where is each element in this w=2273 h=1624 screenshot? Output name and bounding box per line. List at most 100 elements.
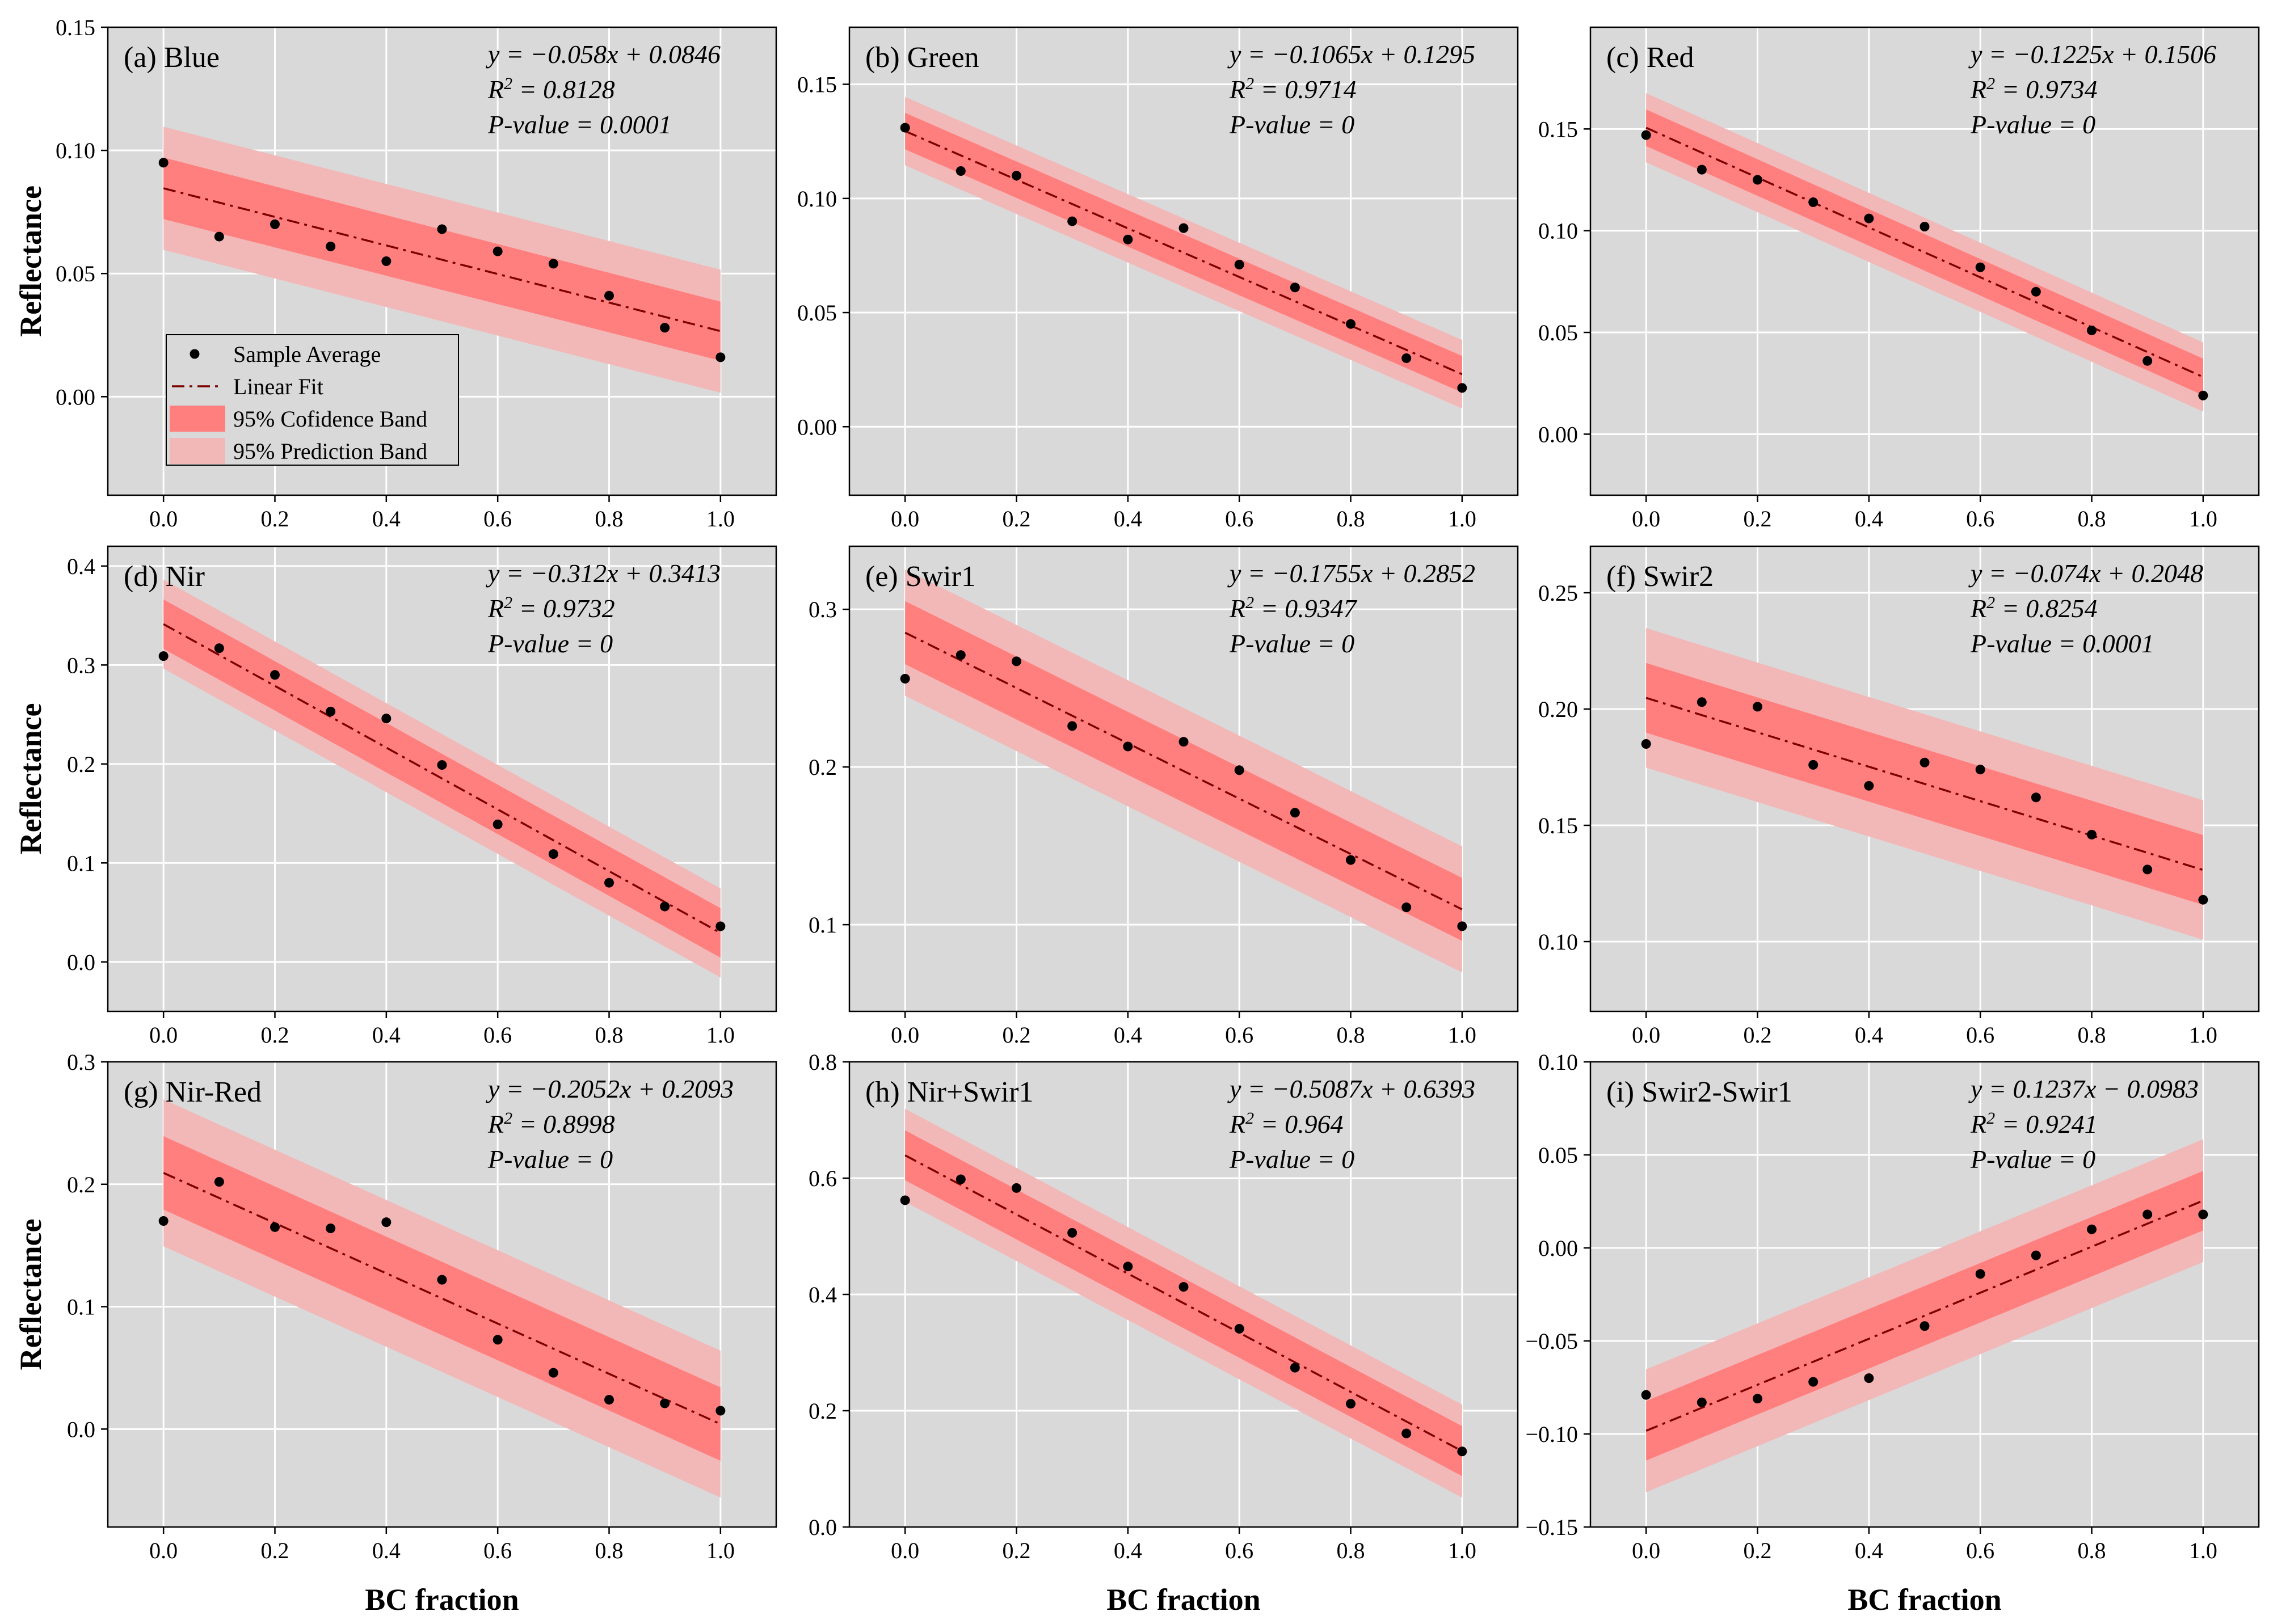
y-tick-label: 0.3 [67, 1049, 95, 1075]
panel-7: 0.0 0.2 0.4 0.6 0.8 1.0 0.0 0.1 0.2 0.3 (g) Nir-Re… [67, 1049, 777, 1563]
x-tick-label: 0.4 [1114, 1538, 1142, 1563]
data-point [1346, 855, 1356, 865]
band-layer [904, 570, 1463, 973]
y-tick-label: 0.0 [67, 1416, 95, 1442]
data-point [604, 1395, 614, 1405]
y-tick-label: 0.15 [56, 15, 95, 40]
y-tick-label: 0.6 [809, 1166, 837, 1191]
data-point [1401, 1428, 1412, 1439]
x-tick-label: 1.0 [706, 506, 735, 532]
y-tick-label: 0.25 [1538, 580, 1578, 606]
data-point [158, 1216, 169, 1226]
data-point [1864, 213, 1874, 223]
p-value: P-value = 0 [1229, 110, 1354, 139]
data-point [1401, 902, 1412, 913]
data-point [955, 650, 966, 660]
panel-9: 0.0 0.2 0.4 0.6 0.8 1.0 −0.15 −0.10 −0.05 0.00 0.0… [1525, 1049, 2260, 1563]
data-point [715, 352, 726, 362]
data-point [326, 241, 336, 251]
fit-equation: y = −0.074x + 0.2048 [1968, 559, 2203, 588]
data-point [900, 673, 910, 684]
p-value: P-value = 0.0001 [487, 110, 672, 139]
y-tick-label: 0.0 [67, 950, 95, 975]
data-point [955, 1174, 966, 1184]
data-point [955, 166, 966, 176]
data-point [493, 1335, 503, 1345]
x-tick-label: 0.4 [1114, 1022, 1142, 1048]
r-squared: R2 = 0.9347 [1229, 593, 1358, 623]
p-value: P-value = 0 [487, 629, 613, 658]
data-point [715, 921, 726, 931]
data-point [1975, 262, 1985, 272]
data-point [1753, 1394, 1762, 1404]
linear-fit-line [904, 631, 1463, 910]
data-point [1290, 808, 1300, 818]
panel-title: (h) Nir+Swir1 [865, 1076, 1034, 1108]
x-tick-label: 0.2 [261, 506, 289, 532]
data-point [1975, 765, 1985, 775]
x-tick-label: 0.6 [1966, 1022, 1994, 1048]
legend-label-conf: 95% Cofidence Band [233, 406, 427, 432]
panel-frame [848, 26, 1519, 496]
y-tick-label: 0.05 [56, 261, 95, 286]
data-point [2198, 895, 2208, 905]
data-point [1346, 1399, 1356, 1409]
x-tick-label: 0.6 [1225, 506, 1253, 532]
data-point [381, 256, 392, 266]
y-tick-label: 0.10 [1538, 1049, 1578, 1075]
y-tick-label: 0.10 [1538, 218, 1578, 244]
panel-title: (c) Red [1606, 41, 1694, 74]
band-layer [1645, 628, 2204, 940]
fit-equation: y = −0.058x + 0.0846 [486, 40, 721, 69]
data-point [1697, 697, 1707, 707]
fit-equation: y = −0.312x + 0.3413 [486, 559, 721, 588]
x-tick-label: 0.0 [891, 1022, 919, 1048]
y-tick-label: 0.3 [67, 652, 95, 678]
panel-frame [1589, 1061, 2260, 1528]
linear-fit-line [163, 623, 721, 934]
legend-marker-confidence [170, 406, 225, 432]
x-tick-label: 0.8 [1337, 506, 1365, 532]
x-tick-label: 1.0 [2189, 1022, 2217, 1048]
x-tick-label: 0.2 [261, 1022, 289, 1048]
data-point [1012, 171, 1021, 181]
r-squared: R2 = 0.8998 [487, 1109, 615, 1139]
panel-frame [1589, 545, 2260, 1013]
data-point [1864, 781, 1874, 791]
x-tick-label: 0.4 [1855, 1022, 1883, 1048]
x-tick-label: 0.2 [1003, 506, 1031, 532]
x-tick-label: 1.0 [2189, 1538, 2217, 1563]
x-tick-label: 0.8 [595, 506, 624, 532]
x-tick-label: 0.2 [1744, 1022, 1772, 1048]
panel-title: (i) Swir2-Swir1 [1606, 1076, 1792, 1108]
legend-label-fit: Linear Fit [233, 374, 323, 399]
fit-equation: y = −0.1065x + 0.1295 [1227, 40, 1475, 69]
fit-equation: y = −0.1225x + 0.1506 [1968, 40, 2216, 69]
band-layer [163, 126, 721, 393]
data-point [214, 231, 224, 242]
data-point [2087, 325, 2097, 335]
data-point [214, 643, 224, 653]
y-tick-label: 0.00 [1538, 1235, 1578, 1261]
x-tick-label: 0.6 [483, 506, 512, 532]
panel-title: (a) Blue [124, 41, 220, 74]
panel-2: 0.0 0.2 0.4 0.6 0.8 1.0 0.00 0.05 0.10 0.15 (b) Gr… [797, 26, 1519, 532]
p-value: P-value = 0 [1970, 1145, 2095, 1174]
x-tick-label: 0.2 [1744, 506, 1772, 532]
band-layer [904, 96, 1463, 409]
y-tick-label: 0.2 [809, 1398, 837, 1424]
y-tick-label: 0.3 [809, 597, 837, 622]
data-point [715, 1406, 726, 1416]
data-point [1697, 1397, 1707, 1407]
x-tick-label: 0.6 [1225, 1538, 1253, 1563]
data-point [381, 714, 392, 724]
panel-8: 0.0 0.2 0.4 0.6 0.8 1.0 0.0 0.2 0.4 0.6 0.8 (h) Nir… [809, 1049, 1519, 1563]
x-tick-label: 0.0 [1632, 1538, 1660, 1563]
x-tick-label: 0.0 [891, 1538, 919, 1563]
band-layer [904, 1108, 1463, 1498]
data-point [437, 224, 447, 234]
x-tick-label: 0.4 [372, 1022, 401, 1048]
y-tick-label: 0.00 [56, 384, 95, 410]
data-point [158, 651, 169, 661]
